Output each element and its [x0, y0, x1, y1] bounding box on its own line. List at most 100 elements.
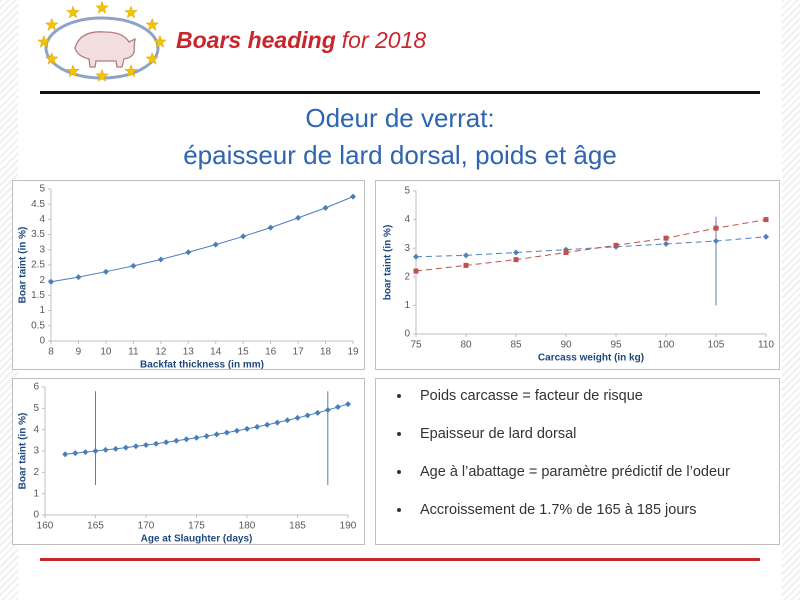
- x-tick-label: 80: [460, 340, 472, 351]
- data-point: [153, 440, 160, 447]
- bullet-panel: Poids carcasse = facteur de risque Epais…: [375, 378, 780, 545]
- data-point: [284, 417, 291, 424]
- bullet: Accroissement de 1.7% de 165 à 185 jours: [412, 495, 779, 533]
- logo-pig: [74, 31, 136, 68]
- x-axis-title: Backfat thickness (in mm): [140, 360, 264, 369]
- data-point: [240, 233, 247, 240]
- x-tick-label: 19: [347, 347, 359, 358]
- star: [44, 17, 59, 31]
- star: [124, 64, 138, 78]
- data-point: [203, 433, 210, 440]
- y-tick-label: 5: [33, 403, 39, 414]
- title-line: épaisseur de lard dorsal, poids et âge: [183, 140, 617, 170]
- star: [44, 51, 59, 65]
- y-tick-label: 3.5: [31, 229, 45, 240]
- data-point: [322, 204, 329, 211]
- y-tick-label: 2: [39, 275, 45, 286]
- chart-panel: 0 0.5 1 1.5 2 2.5 3 3.5 4 4.5 5 8 9 10 11 12 13 14 15 16 17 1…: [12, 180, 365, 371]
- y-tick-label: 4: [39, 214, 45, 225]
- data-point: [413, 253, 419, 260]
- y-axis-title: boar taint (in %): [383, 225, 394, 301]
- data-point: [143, 442, 149, 449]
- star: [66, 5, 80, 19]
- data-point: [713, 238, 719, 245]
- logo-secondary: for 2018: [342, 27, 427, 53]
- y-tick-label: 2: [404, 271, 410, 282]
- data-point: [223, 429, 230, 436]
- logo-text: Boars heading for 2018: [176, 27, 426, 53]
- data-point: [130, 262, 137, 269]
- y-tick-label: 1: [33, 488, 39, 499]
- data-point: [244, 425, 250, 432]
- series-line: [415, 219, 767, 272]
- y-tick-label: 6: [33, 382, 39, 393]
- x-tick-label: 105: [708, 340, 725, 351]
- x-tick-label: 190: [340, 521, 357, 532]
- star: [145, 51, 160, 65]
- y-tick-label: 4: [33, 424, 39, 435]
- x-tick-label: 8: [48, 347, 54, 358]
- data-point: [663, 240, 669, 247]
- logo-stars: [37, 0, 167, 82]
- series-line: [415, 236, 767, 258]
- y-tick-label: 4: [404, 214, 410, 225]
- data-point: [663, 235, 669, 241]
- y-tick-label: 3: [404, 243, 410, 254]
- bullet: Epaisseur de lard dorsal: [412, 419, 779, 457]
- header-rule: [40, 91, 760, 94]
- data-point: [254, 423, 261, 430]
- data-point: [295, 214, 302, 221]
- data-point: [62, 451, 69, 458]
- data-point: [173, 437, 180, 444]
- data-point: [82, 449, 89, 456]
- data-point: [563, 246, 569, 253]
- data-point: [763, 233, 769, 240]
- series-line: [50, 196, 354, 283]
- x-tick-label: 90: [560, 340, 572, 351]
- x-axis-title: Carcass weight (in kg): [538, 353, 644, 364]
- data-point: [183, 436, 190, 443]
- data-point: [267, 224, 274, 231]
- x-tick-label: 18: [320, 347, 332, 358]
- data-point: [324, 407, 331, 414]
- data-point: [334, 404, 341, 411]
- series-line: [65, 403, 349, 455]
- y-tick-label: 2.5: [31, 260, 45, 271]
- y-tick-label: 3: [33, 446, 39, 457]
- x-tick-label: 16: [265, 347, 277, 358]
- x-tick-label: 110: [758, 340, 774, 351]
- data-point: [122, 444, 129, 451]
- data-point: [48, 278, 54, 285]
- y-tick-label: 3: [39, 244, 45, 255]
- x-tick-label: 175: [188, 521, 205, 532]
- y-axis-title: Boar taint (in %): [18, 413, 29, 490]
- data-point: [102, 446, 109, 453]
- star: [95, 68, 109, 82]
- data-point: [613, 242, 619, 248]
- data-point: [193, 434, 200, 441]
- data-point: [72, 450, 79, 457]
- y-tick-label: 0: [33, 510, 39, 521]
- x-tick-label: 170: [138, 521, 155, 532]
- bullet: Poids carcasse = facteur de risque: [412, 381, 779, 419]
- x-tick-label: 14: [210, 347, 222, 358]
- y-tick-label: 1: [404, 300, 410, 311]
- logo: Boars heading for 2018: [37, 0, 426, 82]
- data-point: [92, 448, 99, 454]
- y-tick-label: 2: [33, 467, 39, 478]
- slide-title: Odeur de verrat: épaisseur de lard dorsa…: [0, 100, 800, 174]
- bullet-list: Poids carcasse = facteur de risque Epais…: [376, 381, 779, 533]
- data-point: [213, 431, 220, 438]
- chart: 0 1 2 3 4 5 75 80 85 90 95 100 105 110 Carcass weight …: [383, 186, 775, 364]
- x-tick-label: 100: [658, 340, 675, 351]
- data-point: [463, 252, 469, 259]
- x-tick-label: 17: [293, 347, 305, 358]
- star: [145, 17, 160, 31]
- y-tick-label: 4.5: [31, 199, 45, 210]
- x-tick-label: 180: [239, 521, 256, 532]
- data-point: [763, 217, 769, 223]
- y-tick-label: 5: [404, 186, 410, 197]
- data-point: [163, 439, 170, 446]
- data-point: [713, 225, 719, 231]
